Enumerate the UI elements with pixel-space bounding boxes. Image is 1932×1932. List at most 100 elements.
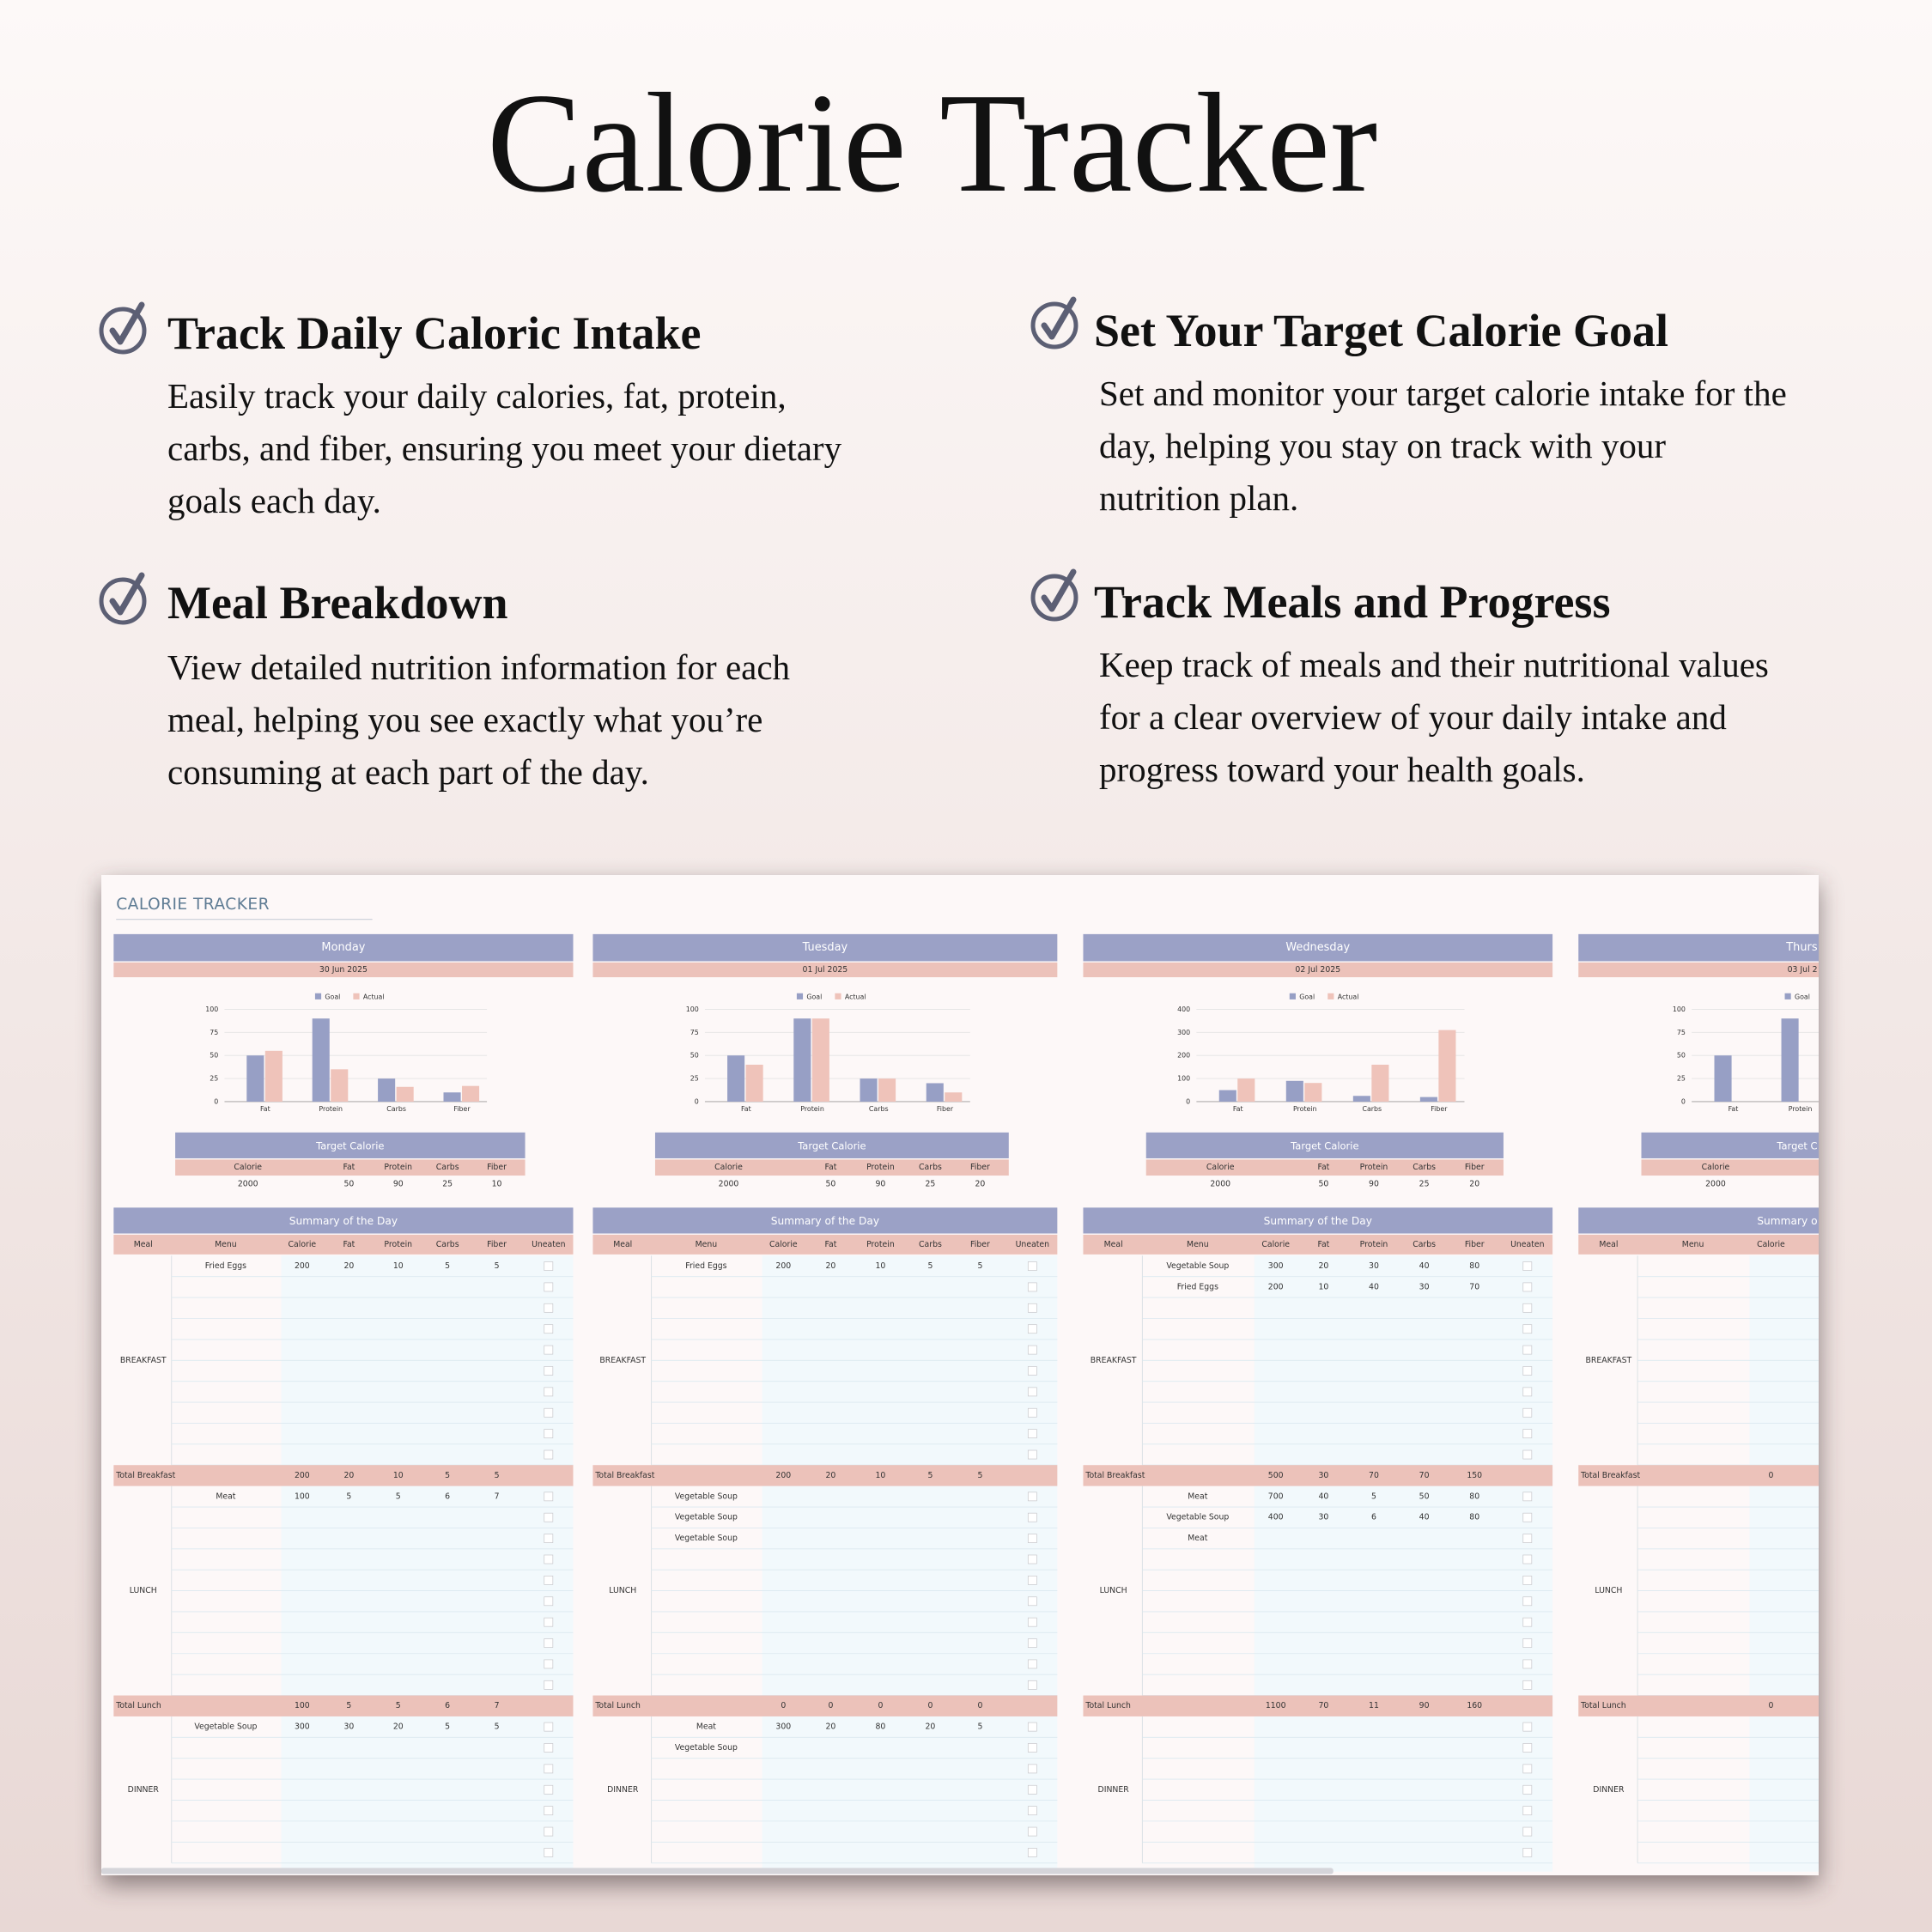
checkbox bbox=[1027, 1638, 1037, 1648]
value-area bbox=[1749, 1255, 1819, 1872]
y-tick-label: 100 bbox=[1177, 1075, 1190, 1083]
total-value: 7 bbox=[495, 1701, 500, 1710]
x-tick-label: Carbs bbox=[1362, 1105, 1382, 1113]
total-value: 5 bbox=[495, 1471, 500, 1480]
cell-value: 50 bbox=[1419, 1492, 1430, 1501]
bar bbox=[246, 1055, 264, 1102]
summary-column: Calorie bbox=[769, 1240, 798, 1249]
total-value: 160 bbox=[1467, 1701, 1482, 1710]
summary-column: Meal bbox=[613, 1240, 632, 1249]
cell-value: 40 bbox=[1419, 1513, 1430, 1522]
menu-item: Fried Eggs bbox=[1177, 1282, 1218, 1291]
checkbox bbox=[1027, 1282, 1037, 1292]
summary-columns bbox=[1083, 1234, 1553, 1255]
legend-swatch bbox=[796, 993, 804, 999]
checkbox bbox=[1027, 1554, 1037, 1564]
checkbox bbox=[1522, 1576, 1533, 1585]
total-row bbox=[1083, 1695, 1553, 1716]
y-tick-label: 100 bbox=[205, 1005, 218, 1013]
checkbox bbox=[1522, 1638, 1533, 1648]
feature-text: nutrition plan. bbox=[1099, 478, 1298, 518]
total-value: 5 bbox=[977, 1471, 982, 1480]
cell-value: 5 bbox=[445, 1261, 450, 1271]
summary-column: Calorie bbox=[1261, 1240, 1290, 1249]
cell-value: 300 bbox=[295, 1722, 310, 1732]
cell-value: 5 bbox=[495, 1261, 500, 1271]
summary-column: Protein bbox=[384, 1240, 412, 1249]
checkbox bbox=[1027, 1449, 1037, 1460]
checkbox bbox=[1027, 1848, 1037, 1857]
y-tick-label: 25 bbox=[1677, 1075, 1686, 1083]
checkbox bbox=[1522, 1512, 1533, 1522]
feature-heading: Meal Breakdown bbox=[167, 577, 508, 629]
target-columns bbox=[1145, 1159, 1504, 1176]
features: Track Daily Caloric Intake Easily track y… bbox=[167, 305, 1787, 792]
summary-header bbox=[1578, 1207, 1819, 1234]
target-column: Fat bbox=[824, 1163, 836, 1172]
meal-name: LUNCH bbox=[130, 1586, 157, 1595]
x-tick-label: Protein bbox=[1293, 1105, 1317, 1113]
checkbox bbox=[1027, 1659, 1037, 1669]
meal-name: DINNER bbox=[128, 1785, 160, 1795]
summary-column: Fiber bbox=[1465, 1240, 1485, 1249]
y-tick-label: 200 bbox=[1177, 1052, 1190, 1060]
date: 01 Jul 2025 bbox=[803, 965, 848, 975]
total-value: 500 bbox=[1268, 1471, 1284, 1480]
checkbox bbox=[1522, 1366, 1533, 1376]
menu-item: Fried Eggs bbox=[205, 1261, 246, 1271]
summary-column: Carbs bbox=[919, 1240, 942, 1249]
cell-value: 10 bbox=[875, 1261, 885, 1271]
day-name: Tuesday bbox=[802, 941, 848, 954]
summary-column: Meal bbox=[1104, 1240, 1123, 1249]
day-name: Monday bbox=[321, 941, 365, 954]
total-label: Total Breakfast bbox=[594, 1471, 654, 1480]
checkbox bbox=[544, 1449, 554, 1460]
checkbox bbox=[1522, 1680, 1533, 1690]
checkbox bbox=[1027, 1680, 1037, 1690]
total-value: 5 bbox=[927, 1471, 933, 1480]
checkbox bbox=[1522, 1429, 1533, 1439]
legend-label: Actual bbox=[1338, 993, 1359, 1001]
x-tick-label: Fat bbox=[1728, 1105, 1739, 1113]
cell-value: 10 bbox=[1318, 1282, 1328, 1291]
meal-name: BREAKFAST bbox=[1586, 1356, 1632, 1365]
total-row bbox=[113, 1695, 574, 1716]
cell-value: 20 bbox=[393, 1722, 404, 1732]
checkbox bbox=[1027, 1596, 1037, 1607]
cell-value: 30 bbox=[1369, 1261, 1379, 1271]
check-icons bbox=[99, 296, 1078, 625]
value-area bbox=[762, 1255, 1058, 1872]
cell-value: 300 bbox=[1268, 1261, 1284, 1271]
legend-label: Goal bbox=[1299, 993, 1315, 1001]
checkbox bbox=[1522, 1303, 1533, 1313]
checkbox bbox=[1027, 1512, 1037, 1522]
cell-value: 20 bbox=[825, 1722, 835, 1732]
cell-value: 5 bbox=[977, 1261, 982, 1271]
meal-name: BREAKFAST bbox=[1091, 1356, 1137, 1365]
total-value: 0 bbox=[878, 1701, 883, 1710]
checkbox bbox=[1027, 1387, 1037, 1397]
cell-value: 5 bbox=[445, 1722, 450, 1732]
summary-column: Protein bbox=[866, 1240, 895, 1249]
summary-column: Uneaten bbox=[1016, 1240, 1050, 1249]
menu-item: Vegetable Soup bbox=[675, 1743, 738, 1753]
total-value: 11 bbox=[1369, 1701, 1379, 1710]
summary-column: Meal bbox=[134, 1240, 153, 1249]
cell-value: 5 bbox=[977, 1722, 982, 1732]
legend-swatch bbox=[353, 993, 360, 999]
y-tick-label: 0 bbox=[214, 1097, 218, 1105]
checkbox bbox=[544, 1617, 554, 1627]
target-column: Carbs bbox=[1413, 1163, 1436, 1172]
cell-value: 7 bbox=[495, 1492, 500, 1501]
checkbox bbox=[544, 1554, 554, 1564]
checkbox bbox=[1027, 1617, 1037, 1627]
total-value: 100 bbox=[295, 1701, 310, 1710]
meal-name: LUNCH bbox=[1100, 1586, 1127, 1595]
summary-column: Calorie bbox=[1757, 1240, 1785, 1249]
bar bbox=[1304, 1083, 1322, 1102]
checkbox bbox=[1027, 1366, 1037, 1376]
cell-value: 6 bbox=[445, 1492, 450, 1501]
bar bbox=[462, 1085, 480, 1102]
x-tick-label: Fat bbox=[741, 1105, 751, 1113]
meal-name: BREAKFAST bbox=[599, 1356, 646, 1365]
